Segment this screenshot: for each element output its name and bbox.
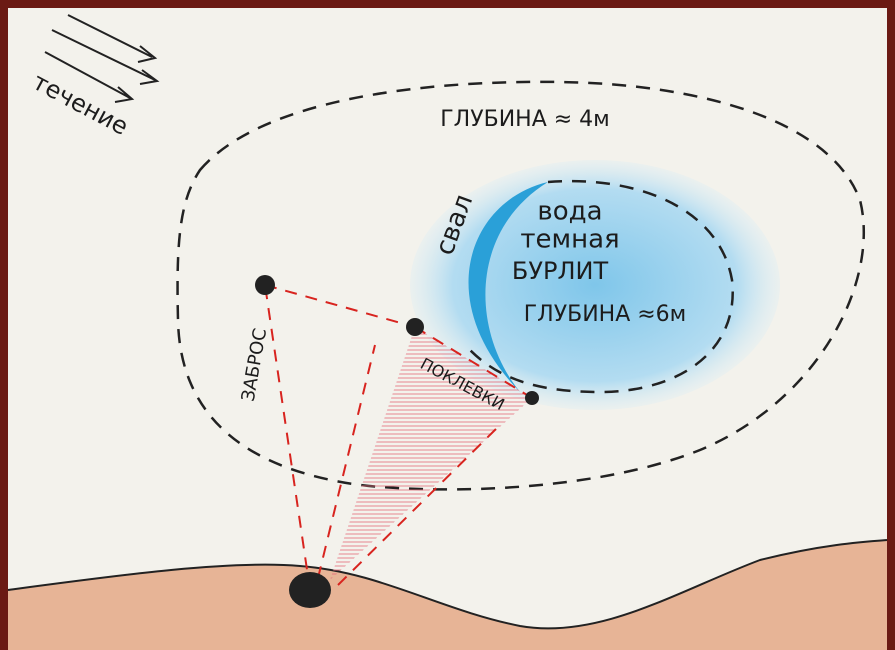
inner-depth-label: ГЛУБИНА ≈6м: [524, 302, 687, 327]
outer-depth-label: ГЛУБИНА ≈ 4м: [440, 107, 610, 132]
diagram: течение ГЛУБИНА ≈ 4м свал вода темная БУ…: [0, 0, 895, 650]
cast-point: [525, 391, 539, 405]
cast-point: [406, 318, 424, 336]
page: течение ГЛУБИНА ≈ 4м свал вода темная БУ…: [0, 0, 895, 650]
cast-point: [255, 275, 275, 295]
water-label: темная: [520, 225, 619, 255]
water-label: вода: [537, 197, 602, 227]
water-label: БУРЛИТ: [512, 257, 609, 285]
angler: [289, 572, 331, 608]
